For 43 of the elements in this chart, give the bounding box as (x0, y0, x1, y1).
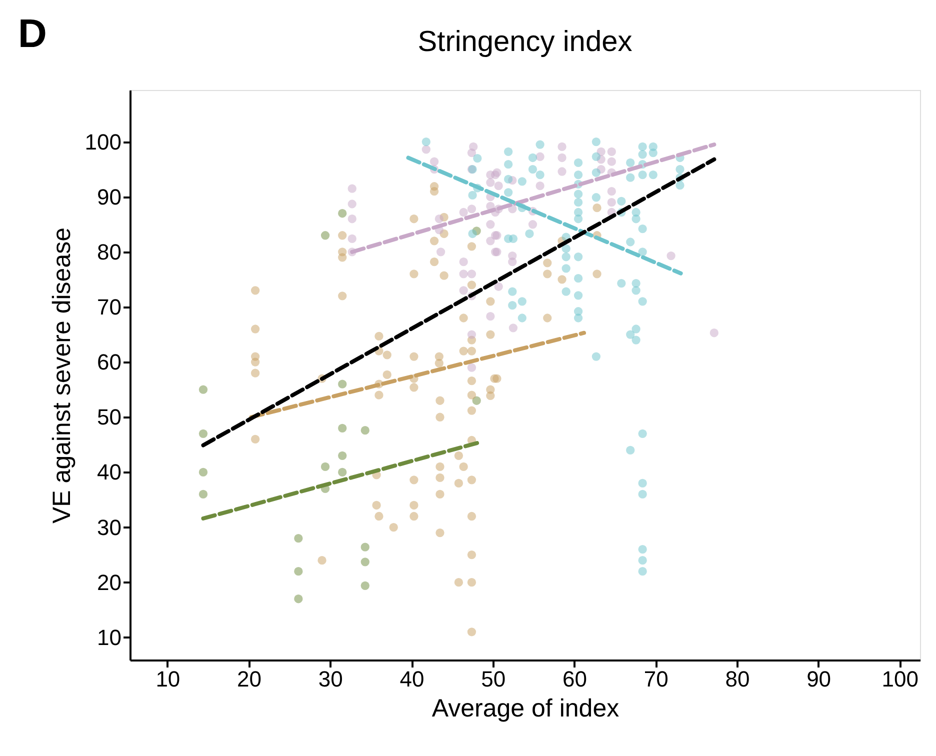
x-tick-label: 10 (156, 666, 180, 692)
point (338, 209, 347, 218)
point (320, 231, 330, 240)
x-axis-title: Average of index (432, 694, 620, 722)
point (198, 490, 208, 499)
y-tick-label: 90 (97, 184, 122, 210)
point (198, 468, 208, 477)
point (294, 567, 303, 576)
point (294, 594, 303, 604)
point (360, 558, 370, 566)
x-tick-label: 90 (806, 666, 832, 692)
point (198, 429, 208, 438)
point (472, 396, 481, 405)
x-tick-label: 40 (400, 666, 424, 692)
x-tick-label: 100 (882, 666, 919, 692)
y-tick-label: 50 (97, 404, 122, 430)
x-tick-label: 70 (644, 666, 668, 692)
y-tick-label: 100 (84, 129, 122, 154)
y-tick-label: 80 (97, 239, 122, 264)
x-tick-label: 20 (237, 666, 262, 692)
y-tick-label: 60 (97, 350, 122, 375)
point (198, 385, 208, 394)
x-tick-label: 50 (481, 666, 506, 692)
point (338, 451, 347, 460)
point (338, 424, 347, 432)
point (338, 468, 347, 477)
point (360, 426, 370, 435)
x-tick-label: 80 (725, 666, 750, 692)
point (360, 542, 370, 552)
y-tick-label: 10 (97, 624, 122, 650)
point (338, 380, 347, 388)
x-tick-label: 30 (318, 666, 343, 692)
y-axis-title: VE against severe disease (48, 227, 76, 524)
y-tick-label: 30 (97, 514, 122, 540)
point (294, 534, 303, 543)
y-tick-label: 40 (97, 460, 122, 485)
point (320, 462, 330, 472)
x-tick-label: 60 (562, 666, 587, 692)
y-tick-label: 70 (97, 294, 122, 320)
y-tick-label: 20 (97, 570, 122, 595)
chart-title: Stringency index (418, 26, 633, 58)
text: D (18, 12, 47, 56)
point (360, 581, 370, 590)
